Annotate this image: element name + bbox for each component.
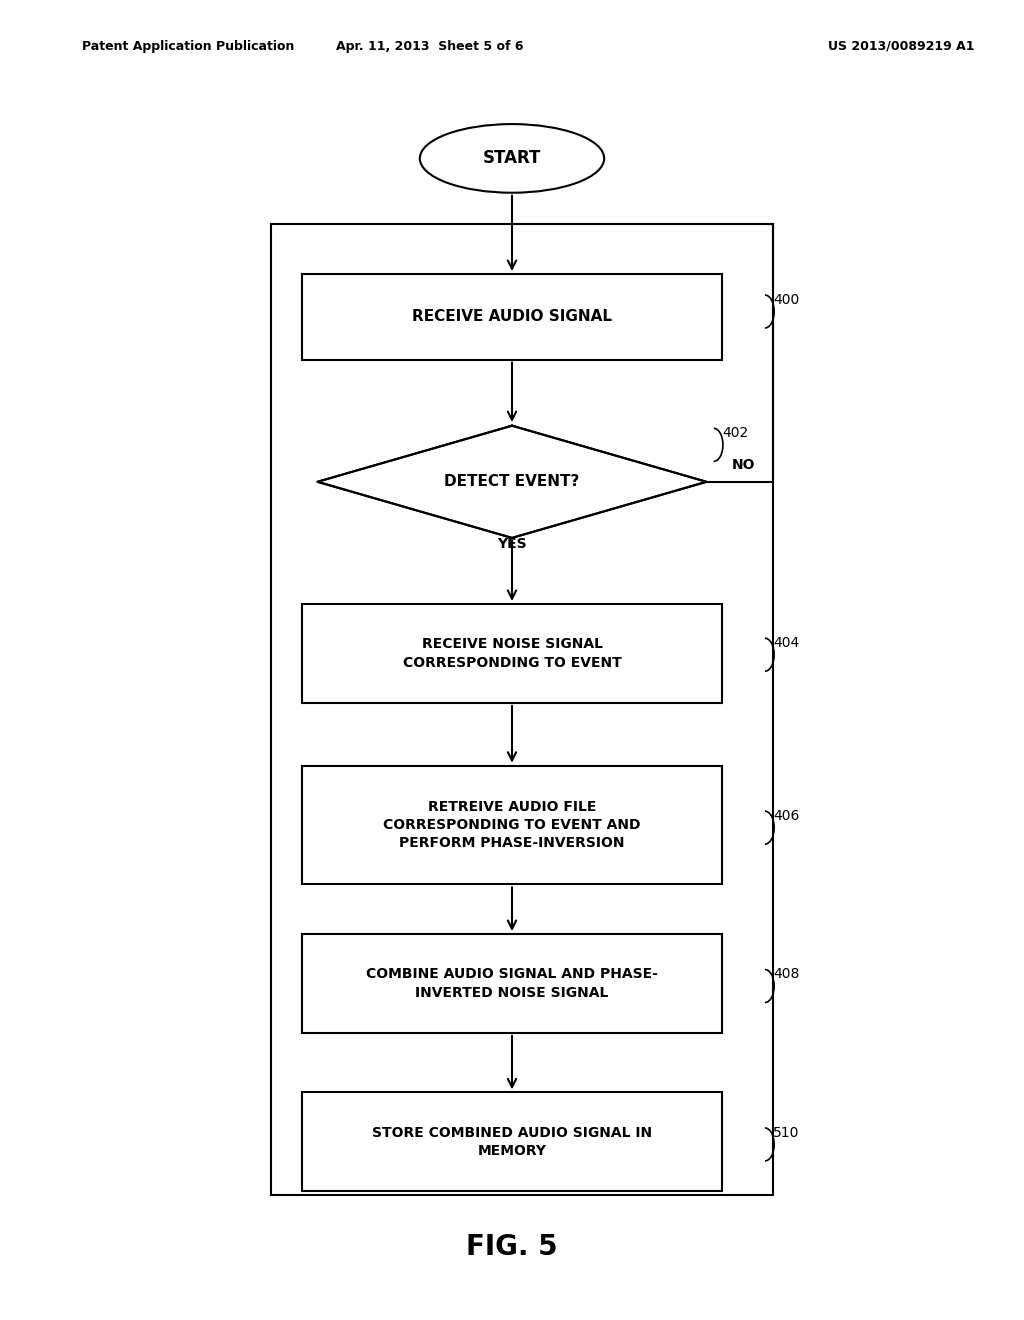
FancyBboxPatch shape xyxy=(302,605,722,702)
Text: 406: 406 xyxy=(773,809,800,822)
Text: YES: YES xyxy=(498,537,526,550)
Text: 402: 402 xyxy=(722,426,749,440)
FancyBboxPatch shape xyxy=(271,224,773,1195)
Text: STORE COMBINED AUDIO SIGNAL IN
MEMORY: STORE COMBINED AUDIO SIGNAL IN MEMORY xyxy=(372,1126,652,1158)
Text: COMBINE AUDIO SIGNAL AND PHASE-
INVERTED NOISE SIGNAL: COMBINE AUDIO SIGNAL AND PHASE- INVERTED… xyxy=(366,968,658,999)
Text: 408: 408 xyxy=(773,968,800,981)
FancyBboxPatch shape xyxy=(302,935,722,1032)
Text: START: START xyxy=(482,149,542,168)
FancyBboxPatch shape xyxy=(302,766,722,884)
Text: FIG. 5: FIG. 5 xyxy=(466,1233,558,1262)
Text: 404: 404 xyxy=(773,636,800,649)
Text: RETREIVE AUDIO FILE
CORRESPONDING TO EVENT AND
PERFORM PHASE-INVERSION: RETREIVE AUDIO FILE CORRESPONDING TO EVE… xyxy=(383,800,641,850)
Text: Apr. 11, 2013  Sheet 5 of 6: Apr. 11, 2013 Sheet 5 of 6 xyxy=(336,40,524,53)
Text: 510: 510 xyxy=(773,1126,800,1139)
FancyBboxPatch shape xyxy=(302,1093,722,1191)
Text: RECEIVE NOISE SIGNAL
CORRESPONDING TO EVENT: RECEIVE NOISE SIGNAL CORRESPONDING TO EV… xyxy=(402,638,622,669)
Text: US 2013/0089219 A1: US 2013/0089219 A1 xyxy=(827,40,975,53)
Text: NO: NO xyxy=(732,458,756,471)
Text: DETECT EVENT?: DETECT EVENT? xyxy=(444,474,580,490)
Polygon shape xyxy=(317,425,707,539)
FancyBboxPatch shape xyxy=(302,275,722,359)
Text: Patent Application Publication: Patent Application Publication xyxy=(82,40,294,53)
Text: 400: 400 xyxy=(773,293,800,306)
Text: RECEIVE AUDIO SIGNAL: RECEIVE AUDIO SIGNAL xyxy=(412,309,612,325)
Ellipse shape xyxy=(420,124,604,193)
